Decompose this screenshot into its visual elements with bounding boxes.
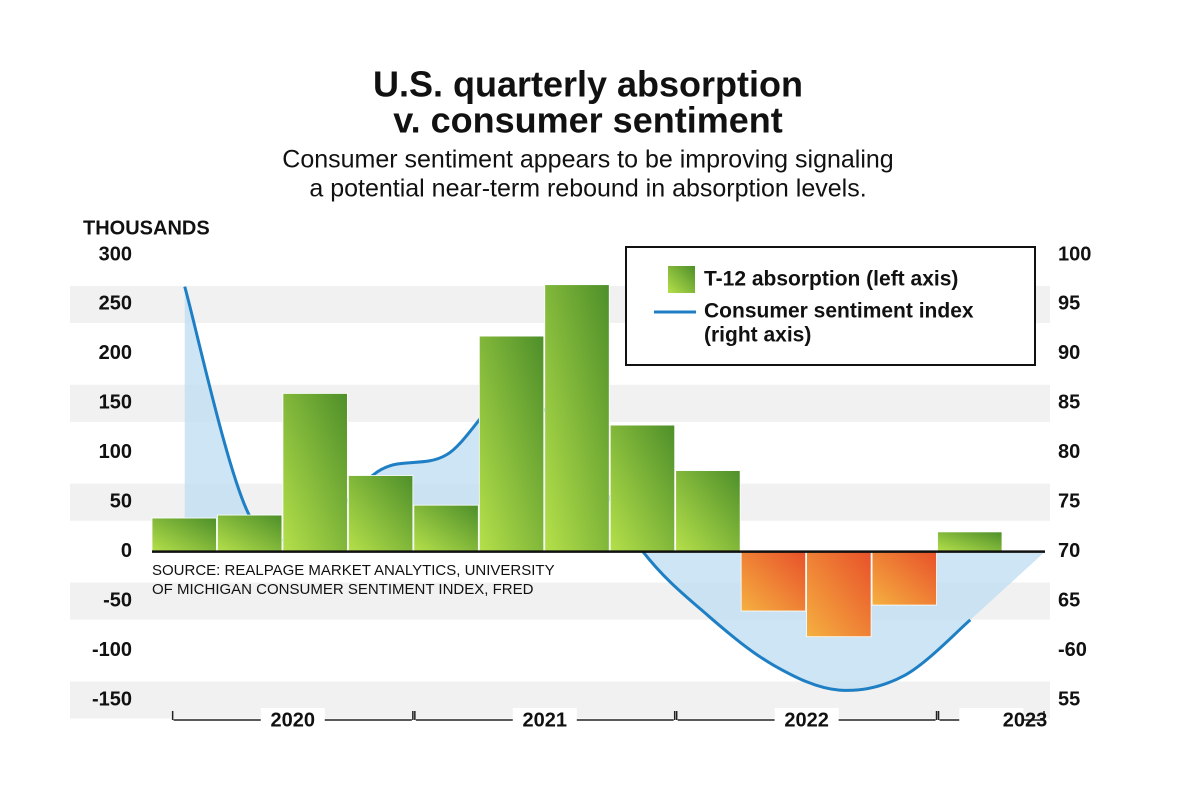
year-label: 2021 <box>523 709 568 731</box>
bar <box>609 424 676 553</box>
bar <box>806 551 872 638</box>
subtitle: a potential near-term rebound in absorpt… <box>309 175 866 203</box>
y2-tick-label: 80 <box>1058 441 1080 463</box>
bar <box>413 504 479 553</box>
bar <box>151 517 217 553</box>
y-tick-label: 0 <box>121 540 132 562</box>
chart-title: v. consumer sentiment <box>393 100 782 141</box>
bar <box>217 514 283 553</box>
bar <box>937 531 1003 553</box>
bar <box>478 335 545 553</box>
legend-box <box>625 246 1036 366</box>
y2-tick-label: 95 <box>1058 293 1080 315</box>
y2-tick-label: 90 <box>1058 342 1080 364</box>
y2-tick-label: 55 <box>1058 688 1080 710</box>
y2-tick-label: 75 <box>1058 491 1080 513</box>
year-label: 2022 <box>784 709 829 731</box>
y2-tick-label: 65 <box>1058 589 1080 611</box>
y2-tick-label: 100 <box>1058 243 1091 265</box>
legend-label: T-12 absorption (left axis) <box>704 268 958 291</box>
legend-label: Consumer sentiment index <box>704 300 974 323</box>
legend-swatch <box>668 266 695 293</box>
bar <box>740 551 807 612</box>
bar <box>347 475 414 553</box>
y2-tick-label: 70 <box>1058 540 1080 562</box>
y-tick-label: -150 <box>92 688 132 710</box>
year-label-bg <box>260 708 325 732</box>
y-tick-label: 300 <box>99 243 132 265</box>
y2-tick-label: -60 <box>1058 639 1087 661</box>
y-tick-label: 50 <box>110 491 132 513</box>
legend-label: (right axis) <box>704 324 811 347</box>
bar <box>675 470 741 553</box>
year-label-bg <box>512 708 577 732</box>
year-label-bg <box>959 708 1024 732</box>
y-tick-label: -100 <box>92 639 132 661</box>
y-tick-label: 250 <box>99 293 132 315</box>
y-tick-label: 200 <box>99 342 132 364</box>
bar <box>282 393 348 553</box>
y-tick-label: 150 <box>99 392 132 414</box>
year-label: 2023 <box>1003 709 1048 731</box>
year-label: 2020 <box>270 709 315 731</box>
source: OF MICHIGAN CONSUMER SENTIMENT INDEX, FR… <box>152 581 534 598</box>
bar <box>871 551 937 606</box>
y-tick-label: 100 <box>99 441 132 463</box>
year-label-bg <box>774 708 839 732</box>
y2-tick-label: 85 <box>1058 392 1080 414</box>
chart-title: U.S. quarterly absorption <box>373 64 803 105</box>
subtitle: Consumer sentiment appears to be improvi… <box>282 146 893 174</box>
y-axis-label: THOUSANDS <box>83 217 210 239</box>
y-tick-label: -50 <box>103 589 132 611</box>
bar <box>544 284 610 553</box>
source: SOURCE: REALPAGE MARKET ANALYTICS, UNIVE… <box>152 562 555 579</box>
